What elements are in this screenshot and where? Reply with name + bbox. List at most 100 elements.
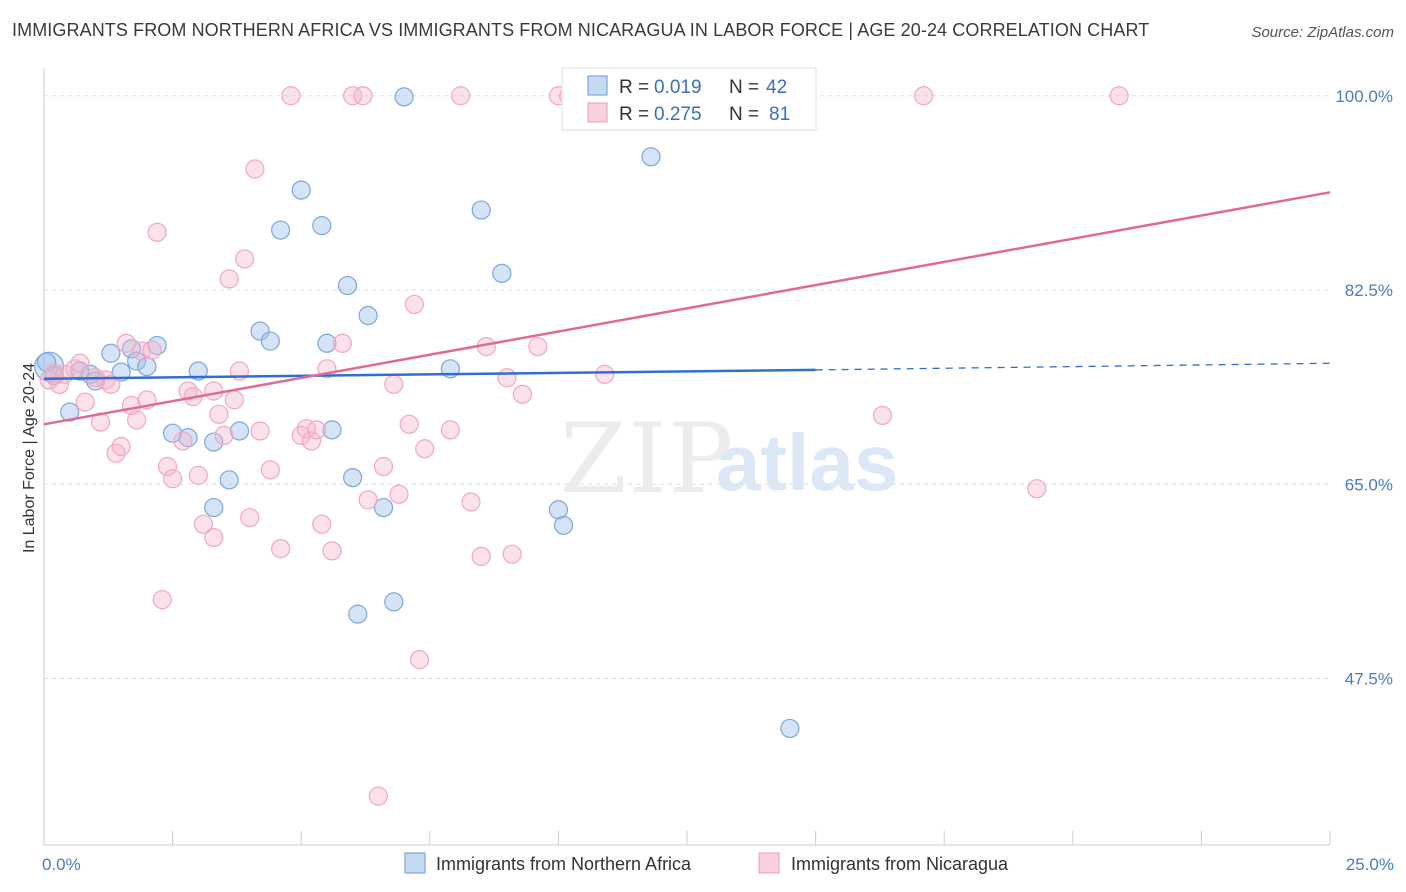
y-axis-label: In Labor Force | Age 20-24 xyxy=(21,363,38,553)
legend-r-value-2: 0.275 xyxy=(654,104,702,125)
nicaragua-point-11 xyxy=(111,436,131,457)
nicaragua-point-35 xyxy=(245,159,265,179)
y-tick-labels: 100.0% 82.5% 65.0% 47.5% xyxy=(1335,87,1393,689)
legend-r-label-2: R = xyxy=(619,104,649,125)
watermark: ZIP atlas xyxy=(560,403,898,515)
nicaragua-point-22 xyxy=(173,431,193,451)
nicaragua-point-30 xyxy=(219,269,239,289)
northern-africa-point-20 xyxy=(260,331,280,351)
nicaragua-point-60 xyxy=(451,86,471,106)
nicaragua-point-59 xyxy=(440,420,460,440)
source-credit: Source: ZipAtlas.com xyxy=(1251,24,1394,41)
nicaragua-point-39 xyxy=(281,86,301,106)
x-tick-label-0: 0.0% xyxy=(42,855,81,874)
nicaragua-point-41 xyxy=(296,419,316,439)
nicaragua-point-57 xyxy=(409,650,430,670)
axes xyxy=(43,68,1331,846)
nicaragua-point-34 xyxy=(240,507,260,528)
nicaragua-point-67 xyxy=(528,337,548,357)
northern-africa-point-24 xyxy=(317,333,337,353)
northern-africa-point-22 xyxy=(291,180,311,200)
northern-africa-point-34 xyxy=(471,200,491,220)
grid-lines xyxy=(44,95,1330,679)
trend-line-northern-africa xyxy=(43,368,816,381)
nicaragua-point-79 xyxy=(101,374,121,394)
northern-africa-point-13 xyxy=(178,428,198,448)
nicaragua-point-27 xyxy=(204,381,224,401)
bottom-legend-swatch-nicaragua xyxy=(758,852,780,874)
nicaragua-point-65 xyxy=(502,544,522,564)
nicaragua-point-17 xyxy=(142,340,162,360)
nicaragua-point-6 xyxy=(75,392,95,412)
nicaragua-point-78 xyxy=(1109,86,1129,106)
northern-africa-point-9 xyxy=(126,351,147,371)
bottom-legend-label-nicaragua: Immigrants from Nicaragua xyxy=(791,854,1009,874)
nicaragua-point-31 xyxy=(224,390,244,410)
nicaragua-point-21 xyxy=(163,469,183,489)
northern-africa-point-35 xyxy=(492,263,512,283)
northern-africa-point-37 xyxy=(553,515,574,535)
nicaragua-point-23 xyxy=(178,381,198,401)
watermark-zip: ZIP xyxy=(560,403,735,515)
northern-africa-point-6 xyxy=(101,343,121,363)
northern-africa-point-40 xyxy=(780,718,800,739)
nicaragua-point-56 xyxy=(404,294,424,315)
nicaragua-point-70 xyxy=(595,364,615,384)
nicaragua-point-14 xyxy=(126,410,147,430)
northern-africa-point-31 xyxy=(384,592,404,612)
nicaragua-point-64 xyxy=(497,368,517,388)
legend-r-label-1: R = xyxy=(619,77,649,98)
series-legend: Immigrants from Northern Africa Immigran… xyxy=(404,852,1009,874)
nicaragua-point-12 xyxy=(116,333,136,353)
northern-africa-point-32 xyxy=(394,87,414,107)
legend-n-label-2: N = xyxy=(729,104,759,125)
trend-line-nicaragua xyxy=(43,191,1331,426)
legend-r-value-1: 0.019 xyxy=(654,77,702,98)
x-tick-labels: 0.0% 25.0% xyxy=(42,855,1394,874)
northern-africa-point-14 xyxy=(188,361,208,381)
y-tick-label-3: 47.5% xyxy=(1345,670,1393,689)
nicaragua-point-52 xyxy=(373,456,394,477)
nicaragua-point-28 xyxy=(209,404,229,424)
nicaragua-point-62 xyxy=(471,546,491,567)
northern-africa-point-17 xyxy=(204,497,224,518)
nicaragua-point-46 xyxy=(322,541,342,561)
watermark-atlas: atlas xyxy=(716,418,898,507)
nicaragua-point-75 xyxy=(872,405,893,426)
nicaragua-point-43 xyxy=(307,420,327,440)
nicaragua-point-55 xyxy=(399,414,419,434)
northern-africa-point-25 xyxy=(322,420,342,440)
trend-lines xyxy=(43,191,1331,426)
northern-africa-point-30 xyxy=(373,497,394,518)
nicaragua-point-38 xyxy=(271,539,291,559)
nicaragua-point-76 xyxy=(914,86,934,106)
northern-africa-point-28 xyxy=(348,604,368,624)
legend-swatch-northern-africa xyxy=(587,75,608,96)
nicaragua-point-66 xyxy=(512,384,532,404)
nicaragua-point-29 xyxy=(214,425,234,446)
bottom-legend-label-northern-africa: Immigrants from Northern Africa xyxy=(436,854,692,874)
legend-swatch-nicaragua xyxy=(587,102,608,123)
nicaragua-point-50 xyxy=(358,490,378,510)
northern-africa-point-26 xyxy=(337,275,358,296)
northern-africa-point-2 xyxy=(60,402,80,422)
y-tick-label-2: 65.0% xyxy=(1345,475,1393,494)
nicaragua-point-36 xyxy=(250,421,270,441)
nicaragua-point-26 xyxy=(193,514,214,534)
legend-n-value-1: 42 xyxy=(766,77,787,98)
northern-africa-point-16 xyxy=(219,470,239,490)
nicaragua-point-33 xyxy=(235,249,255,269)
nicaragua-point-53 xyxy=(384,374,404,394)
nicaragua-point-18 xyxy=(147,222,167,242)
nicaragua-point-51 xyxy=(368,786,388,806)
legend-n-label-1: N = xyxy=(729,77,759,98)
nicaragua-point-49 xyxy=(353,86,373,106)
nicaragua-point-20 xyxy=(157,456,178,477)
northern-africa-point-18 xyxy=(229,421,250,441)
nicaragua-point-5 xyxy=(70,353,90,373)
nicaragua-point-58 xyxy=(415,439,435,459)
northern-africa-point-12 xyxy=(163,423,183,443)
chart-title: IMMIGRANTS FROM NORTHERN AFRICA VS IMMIG… xyxy=(12,20,1150,40)
northern-africa-point-36 xyxy=(548,500,569,520)
x-tick-label-1: 25.0% xyxy=(1346,855,1394,874)
